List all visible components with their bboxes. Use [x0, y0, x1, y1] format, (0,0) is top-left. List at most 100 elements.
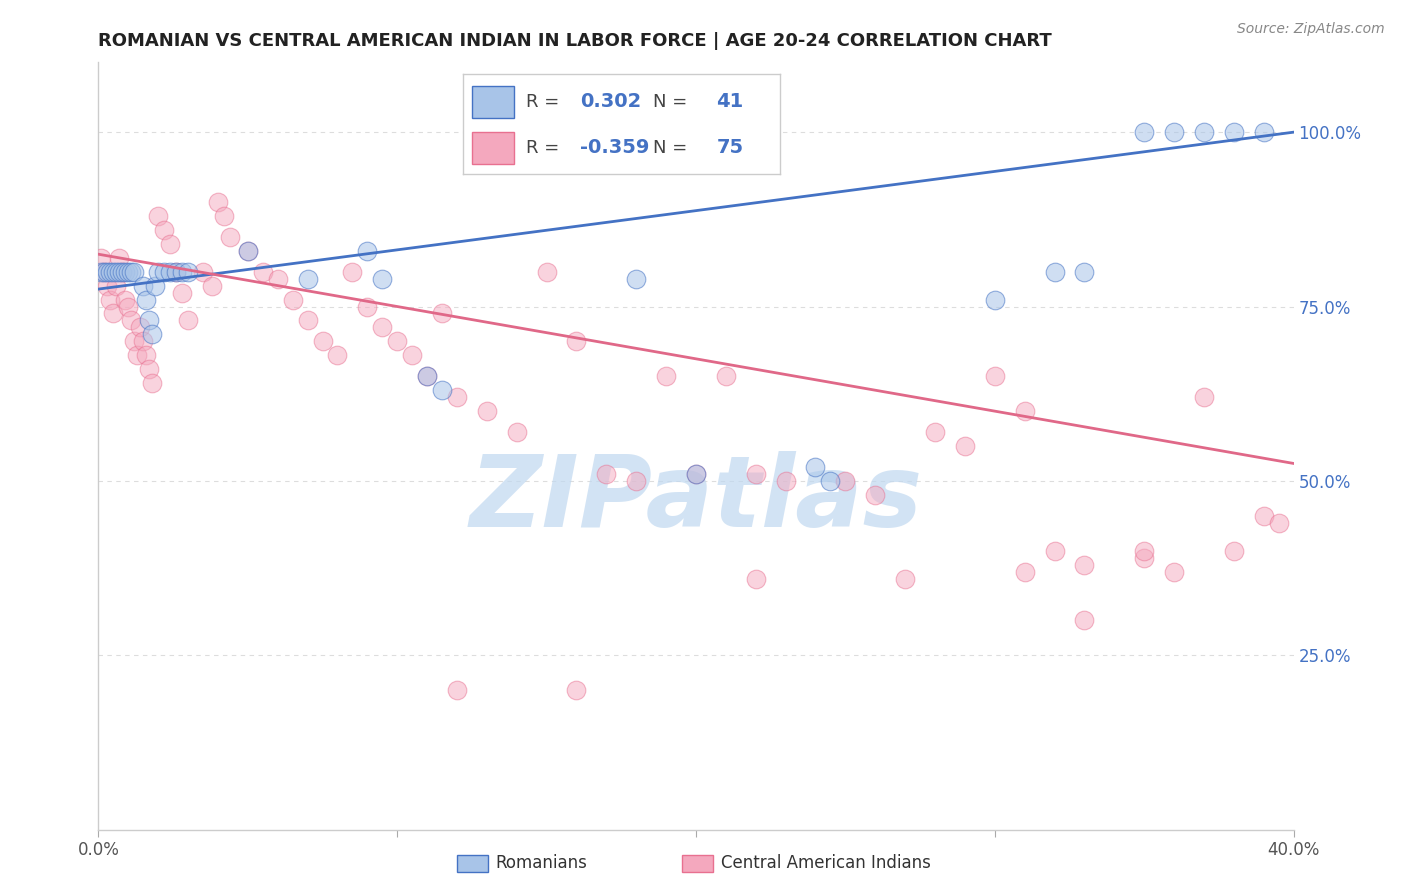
Point — [114, 265, 136, 279]
Point — [103, 265, 125, 279]
Point — [1133, 550, 1156, 565]
Text: Central American Indians: Central American Indians — [721, 855, 931, 872]
Point — [446, 683, 468, 698]
Point — [105, 265, 128, 279]
Text: ROMANIAN VS CENTRAL AMERICAN INDIAN IN LABOR FORCE | AGE 20-24 CORRELATION CHART: ROMANIAN VS CENTRAL AMERICAN INDIAN IN L… — [98, 32, 1052, 50]
Point — [1014, 565, 1036, 579]
Text: ZIPatlas: ZIPatlas — [470, 451, 922, 549]
Point — [685, 467, 707, 481]
Point — [108, 251, 131, 265]
Point — [326, 348, 349, 362]
Point — [93, 265, 115, 279]
Point — [252, 265, 274, 279]
Point — [356, 244, 378, 258]
Point — [153, 265, 176, 279]
Point — [475, 404, 498, 418]
Point — [371, 271, 394, 285]
Point — [430, 383, 453, 397]
Point — [1223, 125, 1246, 139]
Point — [565, 334, 588, 349]
Point — [117, 300, 139, 314]
Point — [143, 278, 166, 293]
Point — [1073, 558, 1095, 572]
Point — [108, 265, 131, 279]
Point — [93, 265, 115, 279]
Point — [148, 265, 170, 279]
Point — [1073, 265, 1095, 279]
Point — [165, 265, 187, 279]
Point — [201, 278, 224, 293]
Point — [536, 265, 558, 279]
Point — [356, 300, 378, 314]
Point — [446, 390, 468, 404]
Point — [745, 467, 768, 481]
Point — [141, 376, 163, 391]
Point — [297, 313, 319, 327]
Point — [297, 271, 319, 285]
Point — [894, 572, 917, 586]
Point — [626, 474, 648, 488]
Point — [96, 278, 118, 293]
Point — [1014, 404, 1036, 418]
Point — [103, 306, 125, 320]
Point — [281, 293, 304, 307]
Point — [342, 265, 364, 279]
Point — [212, 209, 235, 223]
Point — [714, 369, 737, 384]
Point — [114, 293, 136, 307]
Point — [1133, 125, 1156, 139]
Point — [745, 572, 768, 586]
Point — [1043, 543, 1066, 558]
Point — [311, 334, 333, 349]
Point — [924, 425, 946, 439]
Point — [111, 265, 134, 279]
Point — [135, 293, 157, 307]
Point — [626, 271, 648, 285]
Point — [153, 223, 176, 237]
Point — [804, 459, 827, 474]
Point — [90, 251, 112, 265]
Point — [98, 293, 122, 307]
Point — [148, 209, 170, 223]
Text: Source: ZipAtlas.com: Source: ZipAtlas.com — [1237, 22, 1385, 37]
Point — [138, 313, 160, 327]
Point — [191, 265, 214, 279]
Point — [401, 348, 423, 362]
Point — [177, 265, 200, 279]
Point — [834, 474, 856, 488]
Point — [820, 474, 842, 488]
Point — [132, 278, 155, 293]
Point — [236, 244, 259, 258]
Point — [267, 271, 290, 285]
Point — [685, 467, 707, 481]
Point — [129, 320, 152, 334]
Point — [138, 362, 160, 376]
Point — [135, 348, 157, 362]
Point — [236, 244, 259, 258]
Point — [172, 285, 194, 300]
Point — [506, 425, 529, 439]
Point — [1163, 125, 1185, 139]
Point — [120, 313, 142, 327]
Point — [1192, 125, 1215, 139]
Point — [385, 334, 409, 349]
Point — [124, 334, 146, 349]
Point — [159, 265, 181, 279]
Point — [1163, 565, 1185, 579]
Point — [207, 194, 229, 209]
Point — [595, 467, 617, 481]
Point — [111, 265, 134, 279]
Point — [655, 369, 678, 384]
Text: Romanians: Romanians — [495, 855, 586, 872]
Point — [1223, 543, 1246, 558]
Point — [371, 320, 394, 334]
Point — [1192, 390, 1215, 404]
Point — [141, 327, 163, 342]
Point — [172, 265, 194, 279]
Point — [1253, 125, 1275, 139]
Point — [430, 306, 453, 320]
Point — [865, 488, 887, 502]
Point — [1073, 613, 1095, 627]
Point — [124, 265, 146, 279]
Point — [105, 278, 128, 293]
